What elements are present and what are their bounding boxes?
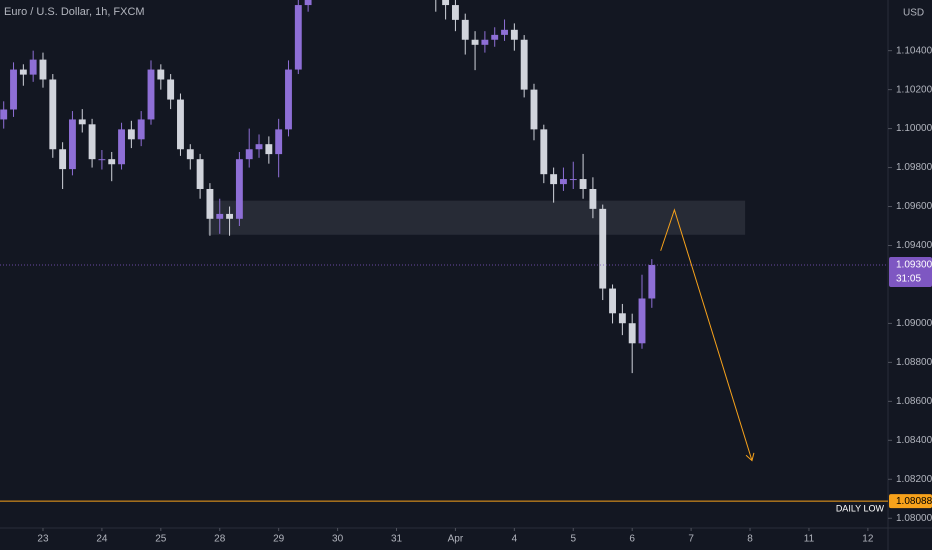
candle-body — [108, 159, 116, 165]
level-tag — [889, 494, 932, 509]
candle-body — [628, 323, 636, 344]
y-tick-label: 1.09800 — [896, 162, 932, 173]
candle-body — [177, 99, 184, 150]
y-tick-label: 1.08000 — [896, 513, 932, 524]
candle-body — [118, 129, 125, 165]
candle-body — [579, 179, 587, 189]
arrow-path — [660, 208, 753, 461]
candle-body — [265, 144, 273, 155]
candle-body — [39, 59, 47, 80]
currency: USD — [903, 8, 924, 19]
candle-body — [49, 79, 57, 150]
candle-body — [294, 5, 302, 70]
y-tick-label: 1.08400 — [896, 435, 932, 446]
candle-body — [10, 69, 17, 110]
x-tick-label: 25 — [155, 534, 167, 545]
x-tick-label: 30 — [332, 534, 344, 545]
y-tick-label: 1.10200 — [896, 84, 932, 95]
y-tick-label: 1.10000 — [896, 123, 932, 134]
candle-body — [560, 179, 567, 185]
candle-body — [147, 69, 155, 120]
x-tick-label: 5 — [570, 534, 576, 545]
plot — [0, 0, 755, 462]
candle-body — [304, 0, 312, 6]
chart-title: Euro / U.S. Dollar, 1h, FXCM — [4, 6, 145, 18]
candle-body — [471, 39, 479, 45]
candle-body — [609, 288, 616, 314]
candle-body — [216, 213, 224, 219]
candle-body — [501, 29, 508, 35]
y-tick-label: 1.09400 — [896, 240, 932, 251]
zone — [207, 200, 746, 235]
last-price-tag — [889, 256, 932, 287]
candle-body — [569, 179, 577, 181]
candle-body — [245, 149, 253, 160]
candle-body — [599, 208, 607, 289]
candle-body — [589, 188, 597, 209]
arrow-head — [745, 452, 755, 462]
candle-body — [442, 0, 450, 6]
x-tick-label: 4 — [512, 534, 518, 545]
candle-body — [275, 129, 283, 155]
candle-body — [78, 119, 86, 125]
y-tick-label: 1.10400 — [896, 45, 932, 56]
level-label: 1.08088 — [896, 496, 932, 507]
x-tick-label: 29 — [273, 534, 285, 545]
candle-body — [285, 69, 292, 130]
x-tick-label: 7 — [688, 534, 694, 545]
candle-body — [235, 159, 243, 219]
candle-body — [137, 119, 145, 140]
x-tick-label: 11 — [804, 534, 815, 545]
candle-body — [29, 59, 37, 75]
y-tick-label: 1.08600 — [896, 396, 932, 407]
x-tick-label: 28 — [214, 534, 226, 545]
candle-body — [510, 29, 518, 40]
candle-body — [0, 109, 8, 120]
candle-body — [451, 5, 459, 20]
candle-body — [19, 69, 27, 75]
candle-body — [206, 188, 214, 219]
candle-body — [157, 69, 165, 80]
x-tick-label: 31 — [391, 534, 403, 545]
countdown: 31:05 — [896, 274, 921, 285]
candle-body — [196, 159, 204, 189]
candle-body — [127, 129, 135, 140]
x-tick-label: 12 — [862, 534, 874, 545]
y-tick-label: 1.09000 — [896, 318, 932, 329]
candle-body — [481, 39, 489, 45]
candle-body — [88, 124, 96, 160]
candle-body — [167, 79, 175, 100]
y-tick-label: 1.08200 — [896, 474, 932, 485]
candle-body — [226, 213, 234, 219]
x-tick-label: 23 — [37, 534, 49, 545]
candle-body — [461, 19, 469, 40]
candle-body — [520, 39, 528, 90]
x-tick-label: 24 — [96, 534, 108, 545]
candle-body — [491, 34, 499, 40]
y-tick-label: 1.08800 — [896, 357, 932, 368]
level-name: DAILY LOW — [836, 503, 885, 513]
candle-body — [59, 149, 67, 170]
candle-body — [618, 313, 626, 324]
candle-body — [530, 89, 538, 130]
last-price-label: 1.09300 — [896, 260, 932, 271]
x-tick-label: 8 — [747, 534, 753, 545]
candle-body — [638, 298, 646, 344]
candle-body — [648, 264, 656, 299]
candle-body — [98, 159, 106, 161]
candle-body — [69, 119, 76, 170]
candle-body — [186, 149, 194, 160]
candle-body — [255, 144, 263, 150]
candle-body — [540, 129, 548, 175]
x-tick-label: Apr — [448, 534, 464, 545]
x-tick-label: 6 — [629, 534, 635, 545]
candle-body — [550, 174, 558, 185]
y-tick-label: 1.09600 — [896, 201, 932, 212]
